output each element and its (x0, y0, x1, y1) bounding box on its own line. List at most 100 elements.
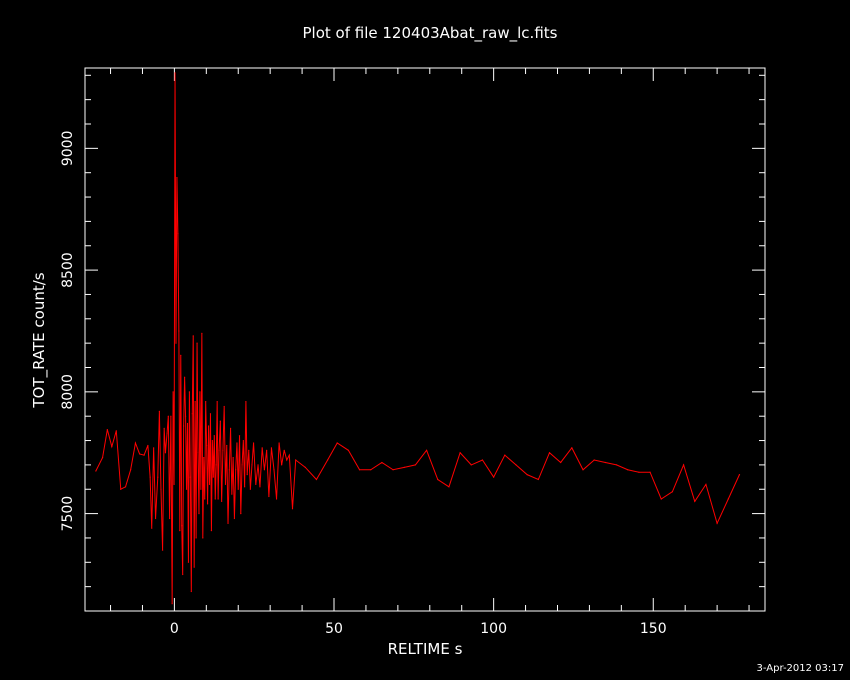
data-point (231, 493, 233, 495)
x-tick-label: 0 (170, 621, 179, 637)
data-point (283, 449, 285, 451)
rate-series-line (95, 72, 740, 604)
data-point (233, 517, 236, 520)
data-point (187, 561, 190, 563)
data-point (232, 457, 234, 459)
data-point (259, 486, 261, 488)
data-point (248, 449, 250, 451)
y-tick-label: 9000 (60, 131, 76, 167)
data-point (143, 454, 145, 456)
series-points (95, 72, 741, 605)
data-point (515, 464, 517, 466)
data-point (414, 464, 417, 466)
data-point (181, 525, 183, 527)
data-point (291, 508, 294, 510)
data-point (638, 471, 640, 473)
data-point (504, 454, 506, 456)
data-point (582, 469, 584, 471)
plot-frame (84, 67, 766, 612)
data-point (198, 513, 200, 515)
data-point (134, 442, 137, 444)
data-point (660, 498, 662, 500)
data-point (236, 442, 238, 444)
data-point (211, 439, 213, 442)
data-point (242, 439, 244, 442)
data-point (177, 232, 179, 235)
data-point (217, 498, 219, 500)
data-point (224, 483, 227, 485)
data-point (627, 469, 629, 471)
data-point (218, 449, 220, 451)
data-point (437, 478, 439, 481)
data-point (95, 470, 97, 472)
data-point (705, 483, 707, 485)
data-point (174, 72, 176, 74)
data-point (448, 486, 450, 488)
data-point (548, 452, 551, 454)
data-point (251, 464, 253, 466)
data-point (526, 474, 528, 476)
data-point (167, 415, 169, 417)
data-point (161, 549, 164, 551)
data-point (238, 435, 241, 437)
data-point (138, 453, 141, 455)
data-point (106, 428, 108, 431)
data-point (738, 474, 741, 476)
data-point (171, 603, 173, 605)
y-axis-label: TOT_RATE count/s (30, 272, 49, 408)
data-point (649, 471, 651, 473)
data-point (275, 498, 278, 500)
y-tick-label: 8000 (60, 374, 76, 410)
data-point (268, 495, 270, 498)
data-point (124, 486, 127, 488)
data-point (246, 474, 248, 476)
data-point (206, 444, 208, 447)
data-point (295, 459, 297, 461)
data-point (193, 566, 195, 568)
data-point (358, 469, 361, 471)
data-point (615, 464, 618, 466)
data-point (228, 469, 230, 471)
data-point (286, 459, 288, 461)
data-point (120, 488, 122, 490)
timestamp: 3-Apr-2012 03:17 (757, 663, 844, 674)
data-point (270, 447, 273, 449)
data-point (101, 457, 104, 459)
data-point (671, 491, 674, 493)
data-point (200, 488, 202, 490)
data-point (111, 446, 113, 448)
chart-title: Plot of file 120403Abat_raw_lc.fits (303, 24, 558, 43)
data-point (241, 464, 243, 466)
data-point (227, 522, 229, 524)
data-point (255, 483, 257, 485)
data-point (204, 498, 206, 500)
data-point (392, 469, 394, 471)
data-point (151, 527, 153, 529)
data-point (188, 391, 190, 393)
data-point (149, 476, 151, 478)
data-point (560, 461, 562, 464)
data-point (163, 427, 165, 429)
data-point (381, 461, 383, 464)
data-point (261, 447, 263, 449)
data-point (115, 430, 117, 432)
data-point (206, 503, 209, 505)
data-point (210, 530, 213, 532)
data-point (197, 452, 199, 454)
y-tick-label: 8500 (60, 252, 76, 288)
data-point (470, 464, 472, 466)
data-point (169, 517, 171, 520)
data-point (215, 464, 217, 466)
data-point (207, 425, 210, 427)
data-point (288, 454, 290, 456)
x-axis-label: RELTIME s (388, 640, 463, 658)
data-point (158, 410, 160, 412)
data-point (180, 354, 182, 356)
data-point (147, 444, 149, 447)
data-point (226, 444, 228, 447)
data-point (196, 342, 198, 344)
data-point (266, 449, 268, 451)
data-point (694, 500, 696, 503)
data-point (222, 449, 224, 451)
data-point (481, 459, 484, 461)
